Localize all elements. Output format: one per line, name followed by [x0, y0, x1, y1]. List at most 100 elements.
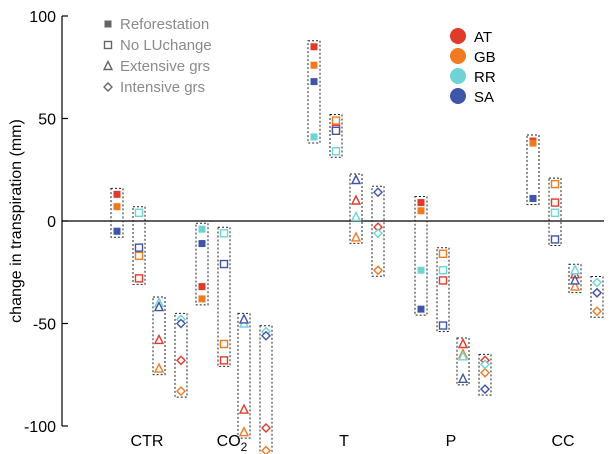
data-point-diamond [592, 287, 602, 298]
data-point-square-open [219, 259, 229, 269]
data-point-triangle [153, 301, 165, 312]
range-box [548, 177, 562, 246]
range-box [329, 114, 343, 158]
x-category-label: CTR [131, 433, 164, 450]
data-point-square-open [134, 251, 144, 261]
data-point-diamond [261, 445, 271, 454]
data-point-square-filled [417, 199, 425, 207]
category-group-ctr [110, 187, 188, 398]
x-category-main: CO [217, 433, 241, 450]
data-point-square-open [550, 179, 560, 189]
category-group-co2 [195, 222, 273, 454]
data-point-diamond [261, 423, 271, 434]
data-point-square-filled [310, 78, 318, 86]
data-point-diamond [176, 318, 186, 329]
data-point-square-open [331, 126, 341, 136]
x-category-label: T [339, 433, 349, 450]
data-point-triangle [350, 194, 362, 205]
data-point-diamond [176, 355, 186, 366]
data-point-diamond [480, 384, 490, 395]
range-box [217, 226, 231, 367]
legend-dot-gb [450, 48, 466, 64]
data-point-square-filled [198, 283, 206, 291]
data-point-square-open [331, 147, 341, 156]
x-category-main: T [339, 433, 349, 450]
range-box [414, 196, 428, 316]
data-point-square-open [438, 249, 448, 259]
legend-label-gb: GB [474, 49, 496, 66]
data-point-square-filled [198, 225, 206, 233]
y-axis-label: change in transpiration (mm) [8, 119, 25, 323]
data-point-square-open [134, 274, 144, 283]
range-box [307, 40, 321, 144]
data-point-diamond [176, 386, 186, 397]
data-point-triangle [238, 426, 250, 437]
data-point-square-filled [113, 227, 121, 235]
data-point-diamond [373, 265, 383, 276]
x-category-main: P [446, 433, 457, 450]
data-point-diamond [373, 187, 383, 198]
data-point-square-open [219, 356, 229, 365]
x-category-main: CC [551, 433, 574, 450]
category-group-p [414, 196, 492, 396]
range-box [132, 206, 146, 285]
x-category-label: CO2 [217, 433, 248, 454]
data-point-square-filled [310, 61, 318, 69]
data-point-square-filled [104, 20, 112, 28]
data-point-square-filled [529, 194, 537, 202]
data-point-square-filled [113, 190, 121, 198]
data-point-square-open [550, 208, 560, 218]
y-tick-label: 50 [38, 112, 56, 129]
legend-label-rr: RR [474, 69, 496, 86]
data-point-square-open [550, 235, 560, 244]
legend-label-nolu: No LUchange [120, 37, 212, 54]
data-point-square-filled [198, 295, 206, 303]
data-point-triangle [457, 337, 469, 349]
range-box [478, 353, 492, 396]
range-box [526, 134, 540, 205]
x-category-main: CTR [131, 433, 164, 450]
data-point-triangle [153, 333, 165, 345]
region-legend: AT GB RR SA [450, 28, 496, 106]
range-box [237, 312, 251, 439]
data-point-triangle [350, 173, 362, 185]
legend-label-at: AT [474, 29, 492, 46]
data-point-triangle [238, 403, 250, 414]
data-point-diamond [592, 306, 602, 317]
scenario-legend: Reforestation No LUchange Extensive grs Int… [102, 16, 212, 96]
data-point-triangle [457, 350, 469, 361]
y-tick-label: 0 [47, 214, 56, 231]
data-point-square-open [438, 321, 448, 330]
legend-dot-sa [450, 88, 466, 104]
data-point-square-filled [113, 203, 121, 211]
range-box [195, 222, 209, 306]
data-point-square-filled [198, 240, 206, 248]
legend-label-refo: Reforestation [120, 16, 209, 33]
range-box [590, 276, 604, 318]
data-point-square-filled [529, 139, 537, 147]
range-box [110, 187, 124, 238]
data-point-square-open [134, 208, 144, 218]
data-point-triangle [350, 210, 362, 222]
x-category-label: P [446, 433, 457, 450]
data-point-square-filled [417, 266, 425, 274]
data-point-triangle [569, 274, 581, 285]
data-point-diamond [480, 359, 490, 370]
data-point-triangle [457, 372, 469, 384]
data-point-diamond [592, 277, 602, 288]
range-box [259, 325, 273, 454]
data-point-diamond [373, 228, 383, 239]
range-box [436, 247, 450, 333]
range-box [174, 312, 188, 398]
x-category-subscript: 2 [241, 440, 248, 454]
legend-dot-at [450, 28, 466, 44]
data-point-square-open [219, 339, 229, 349]
data-point-diamond [261, 330, 271, 341]
data-point-square-filled [417, 305, 425, 313]
legend-label-int: Intensive grs [120, 79, 205, 96]
data-point-square-open [331, 116, 341, 125]
data-point-triangle [350, 231, 362, 242]
data-point-triangle [569, 280, 581, 291]
data-point-square-filled [310, 133, 318, 141]
